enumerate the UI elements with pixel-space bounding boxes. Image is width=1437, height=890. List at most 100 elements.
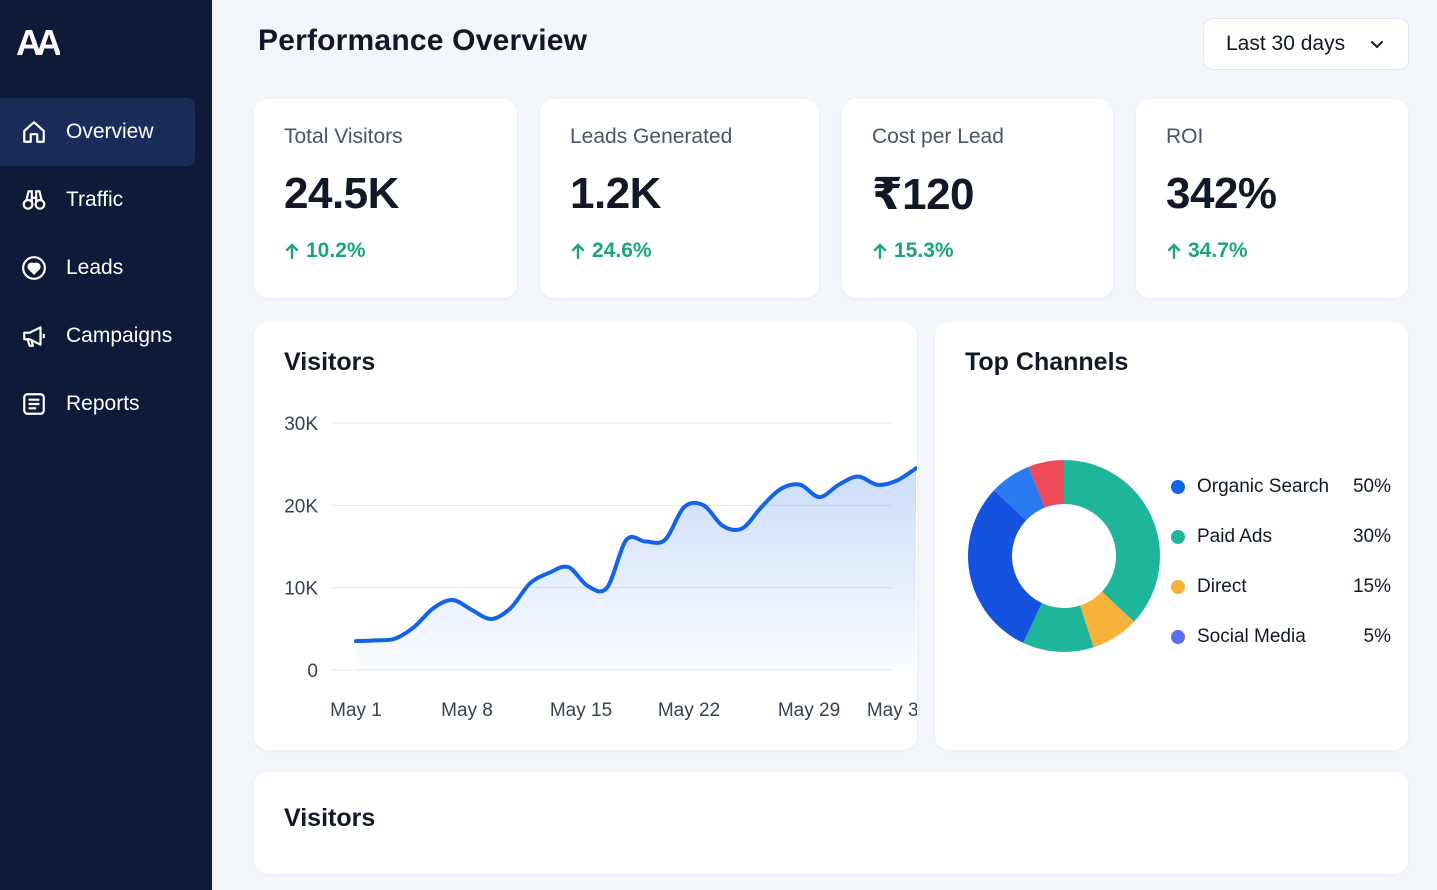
- svg-text:AA: AA: [16, 24, 60, 60]
- data-point: [663, 538, 667, 542]
- data-point: [547, 571, 551, 575]
- legend-label: Organic Search: [1197, 476, 1330, 497]
- channels-legend: Organic Search 50% Paid Ads 30% Direct 1…: [1171, 462, 1391, 662]
- kpi-value: 342%: [1166, 169, 1277, 218]
- legend-value: 5%: [1363, 626, 1391, 647]
- data-point: [431, 606, 435, 610]
- series-area: [356, 468, 916, 670]
- pie-slice: [1080, 591, 1134, 648]
- legend-dot: [1171, 480, 1185, 494]
- legend-label: Social Media: [1197, 626, 1306, 647]
- legend-value: 50%: [1352, 476, 1391, 497]
- data-point: [721, 524, 725, 528]
- y-tick-label: 10K: [284, 579, 318, 600]
- legend-label: Direct: [1197, 576, 1247, 597]
- data-point: [914, 466, 917, 470]
- data-point: [605, 586, 609, 590]
- legend-label: Paid Ads: [1197, 526, 1272, 547]
- pie-slice: [1028, 460, 1064, 508]
- x-tick-label: May 30: [867, 700, 917, 721]
- legend-dot: [1171, 630, 1185, 644]
- data-point: [354, 639, 358, 643]
- report-icon: [20, 390, 48, 418]
- card-title: Visitors: [284, 348, 376, 376]
- legend-item: Organic Search 50%: [1171, 462, 1391, 512]
- data-point: [875, 483, 879, 487]
- data-point: [798, 483, 802, 487]
- kpi-card-roi: ROI 342% 34.7%: [1136, 99, 1408, 298]
- legend-dot: [1171, 580, 1185, 594]
- kpi-label: Cost per Lead: [872, 125, 1004, 148]
- kpi-delta: 34.7%: [1166, 239, 1248, 263]
- sidebar-item-overview[interactable]: Overview: [0, 98, 195, 166]
- sidebar: AA Overview Traffic Leads Campaigns: [0, 0, 212, 890]
- data-point: [702, 503, 706, 507]
- card-title: Top Channels: [965, 348, 1129, 376]
- kpi-card-total-visitors: Total Visitors 24.5K 10.2%: [254, 99, 517, 298]
- data-point: [586, 584, 590, 588]
- megaphone-icon: [20, 322, 48, 350]
- sidebar-item-label: Reports: [66, 392, 140, 415]
- x-tick-label: May 8: [441, 700, 493, 721]
- kpi-value: 24.5K: [284, 169, 399, 218]
- kpi-label: Total Visitors: [284, 125, 403, 148]
- x-tick-label: May 1: [330, 700, 382, 721]
- top-channels-card: Top Channels Organic Search 50% Paid Ads…: [935, 322, 1408, 750]
- visitors-chart-card: Visitors 0 10K 20K 30K May 1 May 8 May 15 May 2…: [254, 322, 917, 750]
- arrow-up-icon: [873, 243, 887, 260]
- kpi-delta: 24.6%: [570, 239, 652, 263]
- sidebar-item-leads[interactable]: Leads: [0, 234, 212, 302]
- kpi-delta: 15.3%: [872, 239, 954, 263]
- kpi-value: ₹120: [872, 170, 975, 219]
- data-point: [508, 606, 512, 610]
- data-point: [489, 617, 493, 621]
- pie-slice: [1064, 460, 1160, 622]
- card-title: Visitors: [284, 804, 376, 832]
- sidebar-nav: Overview Traffic Leads Campaigns Reports: [0, 98, 212, 438]
- visitors-line-chart: 0 10K 20K 30K May 1 May 8 May 15 May 22 May 29 Ma…: [284, 414, 917, 721]
- sidebar-item-campaigns[interactable]: Campaigns: [0, 302, 212, 370]
- y-tick-label: 0: [307, 661, 318, 682]
- data-point: [895, 479, 899, 483]
- kpi-card-leads-generated: Leads Generated 1.2K 24.6%: [540, 99, 819, 298]
- arrow-up-icon: [285, 243, 299, 260]
- data-point: [528, 582, 532, 586]
- sidebar-item-label: Leads: [66, 256, 124, 279]
- x-tick-label: May 22: [658, 700, 720, 721]
- x-tick-label: May 15: [550, 700, 612, 721]
- pie-slice: [1023, 603, 1094, 652]
- sidebar-item-label: Traffic: [66, 188, 124, 211]
- kpi-label: Leads Generated: [570, 125, 733, 148]
- legend-value: 30%: [1352, 526, 1391, 547]
- data-point: [856, 475, 860, 479]
- kpi-delta-value: 15.3%: [894, 239, 954, 262]
- kpi-value: 1.2K: [570, 169, 661, 218]
- data-point: [412, 625, 416, 629]
- data-point: [393, 637, 397, 641]
- binoculars-icon: [20, 186, 48, 214]
- kpi-delta-value: 34.7%: [1188, 239, 1248, 262]
- page-title: Performance Overview: [258, 24, 588, 57]
- sidebar-item-reports[interactable]: Reports: [0, 370, 212, 438]
- y-tick-label: 20K: [284, 496, 318, 517]
- sidebar-item-label: Campaigns: [66, 324, 173, 347]
- kpi-card-cost-per-lead: Cost per Lead ₹120 15.3%: [842, 99, 1113, 298]
- pie-slice: [968, 490, 1042, 643]
- data-point: [740, 526, 744, 530]
- date-range-select[interactable]: Last 30 days: [1203, 18, 1409, 70]
- kpi-delta-value: 10.2%: [306, 239, 366, 262]
- data-point: [779, 487, 783, 491]
- data-point: [644, 540, 648, 544]
- arrow-up-icon: [571, 243, 585, 260]
- legend-item: Social Media 5%: [1171, 612, 1391, 662]
- app-logo[interactable]: AA: [16, 24, 60, 60]
- sidebar-item-traffic[interactable]: Traffic: [0, 166, 212, 234]
- kpi-label: ROI: [1166, 125, 1204, 148]
- channels-donut-chart: [968, 460, 1160, 652]
- data-point: [817, 495, 821, 499]
- data-point: [451, 598, 455, 602]
- legend-dot: [1171, 530, 1185, 544]
- visitors-table-card: Visitors: [254, 772, 1408, 874]
- heart-icon: [20, 254, 48, 282]
- legend-item: Paid Ads 30%: [1171, 512, 1391, 562]
